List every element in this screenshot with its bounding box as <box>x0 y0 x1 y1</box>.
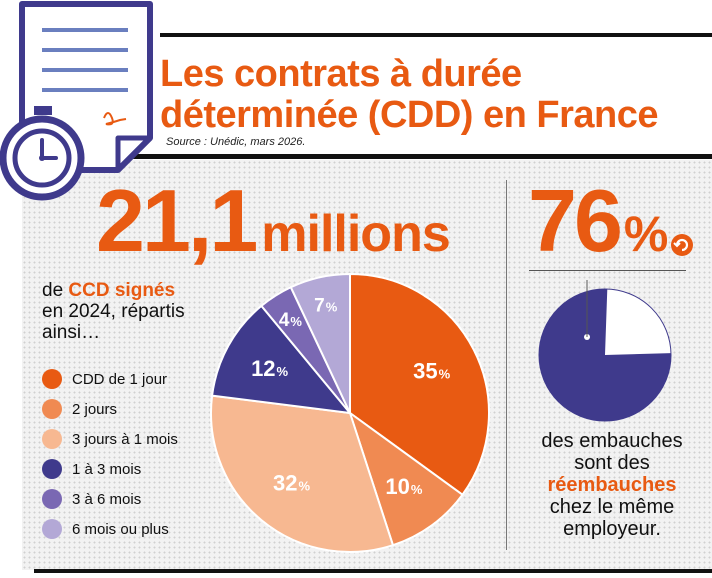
pie-slice-cdd-de-1-jour <box>349 272 490 497</box>
pie-legend: CDD de 1 jour 2 jours 3 jours à 1 mois 1 à … <box>42 364 178 544</box>
bottom-rule <box>34 569 712 573</box>
vertical-divider <box>506 180 507 550</box>
title-line-1: Les contrats à durée <box>160 53 522 95</box>
rehire-line-2: sont des <box>574 452 650 474</box>
rehire-unit: % <box>623 206 669 262</box>
legend-swatch <box>42 459 62 479</box>
legend-item-3-jours-a-1-mois: 3 jours à 1 mois <box>42 424 178 454</box>
legend-label: 1 à 3 mois <box>72 460 142 478</box>
legend-item-1-a-3-mois: 1 à 3 mois <box>42 454 178 484</box>
legend-label: 3 à 6 mois <box>72 490 142 508</box>
rehire-line-4: employeur. <box>563 518 661 540</box>
legend-label: 2 jours <box>72 400 118 418</box>
rehire-percentage-figure: 76% <box>528 176 668 292</box>
source-note: Source : Unédic, mars 2026. <box>166 136 306 148</box>
percent-cycle-icon <box>671 234 693 256</box>
rehire-number: 76 <box>528 171 623 270</box>
pie-label-6-mois-ou-plus: 7% <box>314 296 338 317</box>
document-icon <box>0 1 153 201</box>
legend-swatch <box>42 489 62 509</box>
legend-item-cdd-de-1-jour: CDD de 1 jour <box>42 364 178 394</box>
total-contracts-figure: 21,1 millions <box>96 176 451 292</box>
right-thin-rule <box>529 270 686 271</box>
header-bottom-rule <box>22 154 712 159</box>
page-title: Les contrats à durée déterminée (CDD) en… <box>160 53 659 136</box>
top-rule <box>160 33 712 37</box>
legend-item-2-jours: 2 jours <box>42 394 178 424</box>
total-unit: millions <box>261 205 450 263</box>
pie-slice-1-a-3-mois <box>210 304 353 415</box>
desc-highlight: CCD signés <box>68 280 176 301</box>
pie-slice-2-jours <box>348 410 464 547</box>
total-description: de CCD signés en 2024, répartis ainsi… <box>42 280 185 343</box>
legend-label: 3 jours à 1 mois <box>72 430 178 448</box>
pie-label-3-a-6-mois: 4% <box>279 310 303 331</box>
pie-slice-3-jours-a-1-mois <box>210 394 395 553</box>
legend-item-3-a-6-mois: 3 à 6 mois <box>42 484 178 514</box>
legend-swatch <box>42 399 62 419</box>
legend-swatch <box>42 429 62 449</box>
stopwatch-icon <box>0 106 85 201</box>
rehire-description: des embauches sont des réembauches chez … <box>527 430 697 540</box>
total-number: 21,1 <box>96 171 258 270</box>
legend-item-6-mois-ou-plus: 6 mois ou plus <box>42 514 178 544</box>
legend-label: 6 mois ou plus <box>72 520 169 538</box>
rehire-pie-chart <box>538 280 672 422</box>
desc-line-3: ainsi… <box>42 322 101 343</box>
legend-swatch <box>42 369 62 389</box>
desc-prefix: de <box>42 280 69 301</box>
legend-label: CDD de 1 jour <box>72 370 168 388</box>
contract-duration-pie-chart: 35%10%32%12%4%7% <box>210 272 490 553</box>
legend-swatch <box>42 519 62 539</box>
rehire-highlight: réembauches <box>547 474 677 496</box>
pie-slice-reembauches <box>538 288 671 421</box>
rehire-line-1: des embauches <box>541 430 683 452</box>
rehire-line-3: chez le même <box>549 496 675 518</box>
desc-line-2: en 2024, répartis <box>42 301 185 322</box>
pie-slice-6-mois-ou-plus <box>289 272 351 414</box>
pie-label-2-jours: 10% <box>385 474 422 499</box>
title-line-2: déterminée (CDD) en France <box>160 94 659 136</box>
